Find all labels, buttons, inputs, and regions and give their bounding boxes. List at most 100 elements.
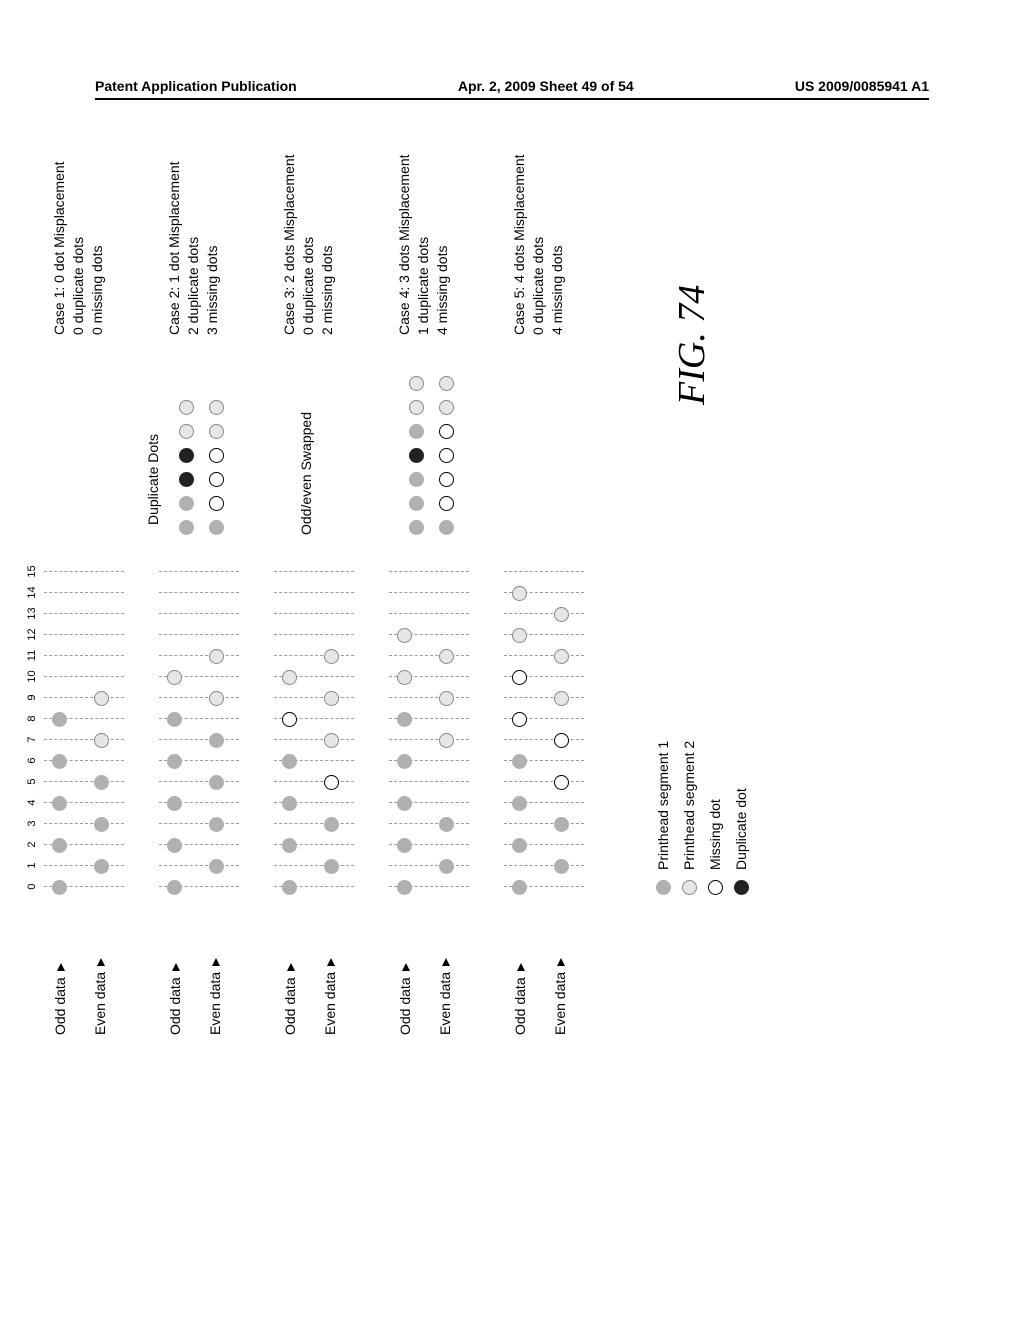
axis-tick: 3 bbox=[26, 813, 38, 834]
grid-line bbox=[44, 781, 124, 782]
dot-seg2 bbox=[179, 400, 194, 415]
grid-line bbox=[504, 781, 584, 782]
dot-seg2 bbox=[209, 400, 224, 415]
dot-seg2 bbox=[282, 670, 297, 685]
axis-tick: 14 bbox=[26, 582, 38, 603]
axis-tick: 8 bbox=[26, 708, 38, 729]
dot-missing bbox=[512, 670, 527, 685]
dot-seg1 bbox=[512, 838, 527, 853]
grid-line bbox=[44, 655, 124, 656]
dot-missing bbox=[439, 424, 454, 439]
grid-line bbox=[389, 592, 469, 593]
grid-line bbox=[389, 739, 469, 740]
axis-tick: 9 bbox=[26, 687, 38, 708]
grid-line bbox=[44, 592, 124, 593]
dot-seg2 bbox=[179, 424, 194, 439]
axis-tick: 13 bbox=[26, 603, 38, 624]
grid-line bbox=[504, 571, 584, 572]
dot-missing bbox=[209, 472, 224, 487]
legend-dup: Duplicate dot bbox=[728, 741, 754, 895]
axis-tick: 0 bbox=[26, 876, 38, 897]
legend-dot-seg1 bbox=[656, 880, 671, 895]
grid-line bbox=[274, 634, 354, 635]
cases-container: Odd data Even data Case 1: 0 dot Misplac… bbox=[50, 245, 605, 1035]
case-desc: Case 4: 3 dots Misplacement1 duplicate d… bbox=[395, 55, 452, 335]
grid-line bbox=[159, 571, 239, 572]
dot-seg2 bbox=[439, 649, 454, 664]
dot-seg2 bbox=[209, 691, 224, 706]
grid-line bbox=[159, 823, 239, 824]
dot-seg1 bbox=[282, 880, 297, 895]
case-block-2: Odd data Even data Duplicate DotsCase 2:… bbox=[165, 245, 260, 1035]
grid-line bbox=[159, 739, 239, 740]
grid-line bbox=[389, 697, 469, 698]
even-label: Even data bbox=[437, 958, 453, 1035]
desc-line: 0 duplicate dots bbox=[299, 55, 318, 335]
dot-seg1 bbox=[209, 520, 224, 535]
grid-line bbox=[159, 592, 239, 593]
grid-line bbox=[159, 781, 239, 782]
desc-line: 2 duplicate dots bbox=[184, 55, 203, 335]
case-block-5: Odd data Even data Case 5: 4 dots Mispla… bbox=[510, 245, 605, 1035]
grid-line bbox=[44, 739, 124, 740]
grid-line bbox=[274, 592, 354, 593]
dot-seg1 bbox=[324, 817, 339, 832]
dot-seg1 bbox=[324, 859, 339, 874]
dot-seg2 bbox=[94, 691, 109, 706]
legend-seg2: Printhead segment 2 bbox=[676, 741, 702, 895]
dot-missing bbox=[554, 775, 569, 790]
axis-tick: 1 bbox=[26, 855, 38, 876]
dot-seg2 bbox=[409, 400, 424, 415]
legend-missing: Missing dot bbox=[702, 741, 728, 895]
legend-dot-missing bbox=[708, 880, 723, 895]
dot-seg1 bbox=[94, 817, 109, 832]
grid-line bbox=[389, 823, 469, 824]
dot-seg1 bbox=[167, 754, 182, 769]
legend-label-seg2: Printhead segment 2 bbox=[681, 741, 697, 870]
grid-line bbox=[274, 739, 354, 740]
legend-seg1: Printhead segment 1 bbox=[650, 741, 676, 895]
dot-seg1 bbox=[94, 775, 109, 790]
dot-missing bbox=[512, 712, 527, 727]
grid-line bbox=[159, 865, 239, 866]
grid-line bbox=[274, 781, 354, 782]
dot-seg2 bbox=[324, 733, 339, 748]
grid-line bbox=[389, 571, 469, 572]
dot-seg1 bbox=[282, 838, 297, 853]
grid-line bbox=[159, 613, 239, 614]
legend-dot-seg2 bbox=[682, 880, 697, 895]
legend-dot-dup bbox=[734, 880, 749, 895]
dot-seg2 bbox=[439, 400, 454, 415]
dot-seg1 bbox=[167, 712, 182, 727]
dot-seg1 bbox=[397, 712, 412, 727]
dot-seg2 bbox=[324, 691, 339, 706]
dot-missing bbox=[554, 733, 569, 748]
page: Patent Application Publication Apr. 2, 2… bbox=[0, 0, 1024, 1320]
dot-seg2 bbox=[209, 649, 224, 664]
dot-seg2 bbox=[397, 670, 412, 685]
dot-missing bbox=[282, 712, 297, 727]
axis-tick: 7 bbox=[26, 729, 38, 750]
dot-seg1 bbox=[209, 859, 224, 874]
figure-area: 0123456789101112131415 Odd data Even dat… bbox=[50, 245, 970, 1035]
dot-seg2 bbox=[439, 733, 454, 748]
dot-seg1 bbox=[439, 520, 454, 535]
grid-line bbox=[44, 865, 124, 866]
grid-line bbox=[44, 613, 124, 614]
grid-line bbox=[504, 697, 584, 698]
dot-seg1 bbox=[282, 796, 297, 811]
even-label: Even data bbox=[92, 958, 108, 1035]
dot-seg1 bbox=[179, 520, 194, 535]
dot-seg2 bbox=[397, 628, 412, 643]
grid-line bbox=[159, 634, 239, 635]
case-block-3: Odd data Even data Odd/even SwappedCase … bbox=[280, 245, 375, 1035]
dot-seg1 bbox=[209, 775, 224, 790]
desc-line: 0 missing dots bbox=[88, 55, 107, 335]
grid-line bbox=[504, 613, 584, 614]
axis-tick: 10 bbox=[26, 666, 38, 687]
grid-line bbox=[389, 865, 469, 866]
desc-line: 1 duplicate dots bbox=[414, 55, 433, 335]
dot-seg1 bbox=[409, 472, 424, 487]
dot-seg1 bbox=[52, 712, 67, 727]
grid-line bbox=[274, 865, 354, 866]
